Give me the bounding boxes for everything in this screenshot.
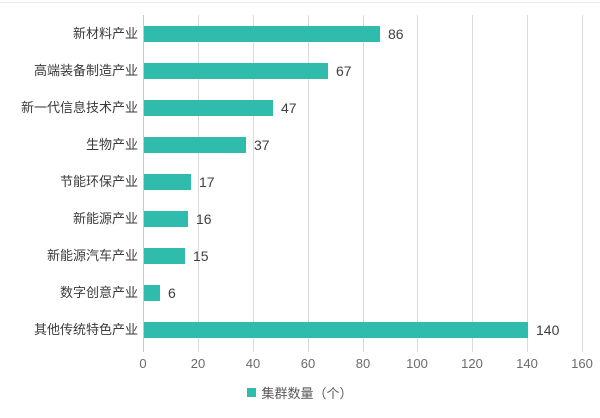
chart-top-border <box>0 2 600 3</box>
x-tick-label: 140 <box>516 356 538 371</box>
value-label: 15 <box>193 248 209 264</box>
x-tick-label: 0 <box>139 356 147 371</box>
x-tick-label: 160 <box>571 356 593 371</box>
bar <box>144 137 246 153</box>
category-label: 数字创意产业 <box>59 285 138 300</box>
value-label: 16 <box>196 211 212 227</box>
gridline <box>472 15 473 352</box>
category-label: 新能源产业 <box>72 211 138 226</box>
x-tick-label: 120 <box>461 356 483 371</box>
value-label: 6 <box>168 285 176 301</box>
legend-marker-icon <box>247 388 257 397</box>
category-label: 新一代信息技术产业 <box>20 100 138 115</box>
category-label: 节能环保产业 <box>59 174 138 189</box>
gridline <box>308 15 309 352</box>
bar <box>144 322 528 338</box>
gridline <box>253 15 254 352</box>
category-label: 高端装备制造产业 <box>33 63 138 78</box>
x-tick-label: 20 <box>190 356 206 371</box>
gridline <box>582 15 583 352</box>
gridline <box>363 15 364 352</box>
value-label: 37 <box>254 137 270 153</box>
bar <box>144 63 328 79</box>
x-tick-label: 80 <box>355 356 371 371</box>
gridline <box>198 15 199 352</box>
value-label: 17 <box>199 174 215 190</box>
x-tick-label: 40 <box>245 356 261 371</box>
category-label: 新能源汽车产业 <box>46 248 138 263</box>
value-label: 47 <box>281 100 297 116</box>
bar <box>144 211 188 227</box>
bar <box>144 248 185 264</box>
value-label: 86 <box>388 26 404 42</box>
x-tick-label: 100 <box>406 356 428 371</box>
category-label: 生物产业 <box>85 137 138 152</box>
bar <box>144 285 160 301</box>
bar <box>144 174 191 190</box>
category-label: 新材料产业 <box>72 26 138 41</box>
category-label: 其他传统特色产业 <box>33 322 138 337</box>
bar <box>144 100 273 116</box>
value-label: 67 <box>336 63 352 79</box>
value-label: 140 <box>536 322 560 338</box>
legend: 集群数量（个） <box>0 383 600 402</box>
x-tick-label: 60 <box>300 356 316 371</box>
y-axis-line <box>143 15 144 352</box>
bar <box>144 26 380 42</box>
legend-label: 集群数量（个） <box>261 386 353 401</box>
gridline <box>417 15 418 352</box>
gridline <box>527 15 528 352</box>
